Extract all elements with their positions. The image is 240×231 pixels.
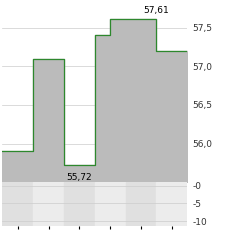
Text: 56,0: 56,0: [193, 140, 213, 149]
Bar: [2, 182, 33, 226]
Bar: [95, 182, 126, 226]
Text: -5: -5: [193, 199, 202, 208]
Text: 56,5: 56,5: [193, 101, 213, 110]
Bar: [33, 182, 64, 226]
Text: -0: -0: [193, 182, 202, 191]
Bar: [64, 182, 95, 226]
Text: 57,5: 57,5: [193, 24, 213, 33]
Text: -10: -10: [193, 217, 208, 226]
Text: 57,0: 57,0: [193, 63, 213, 71]
Bar: [156, 182, 187, 226]
Text: 55,72: 55,72: [66, 172, 92, 181]
Bar: [126, 182, 156, 226]
Text: 57,61: 57,61: [144, 6, 169, 15]
